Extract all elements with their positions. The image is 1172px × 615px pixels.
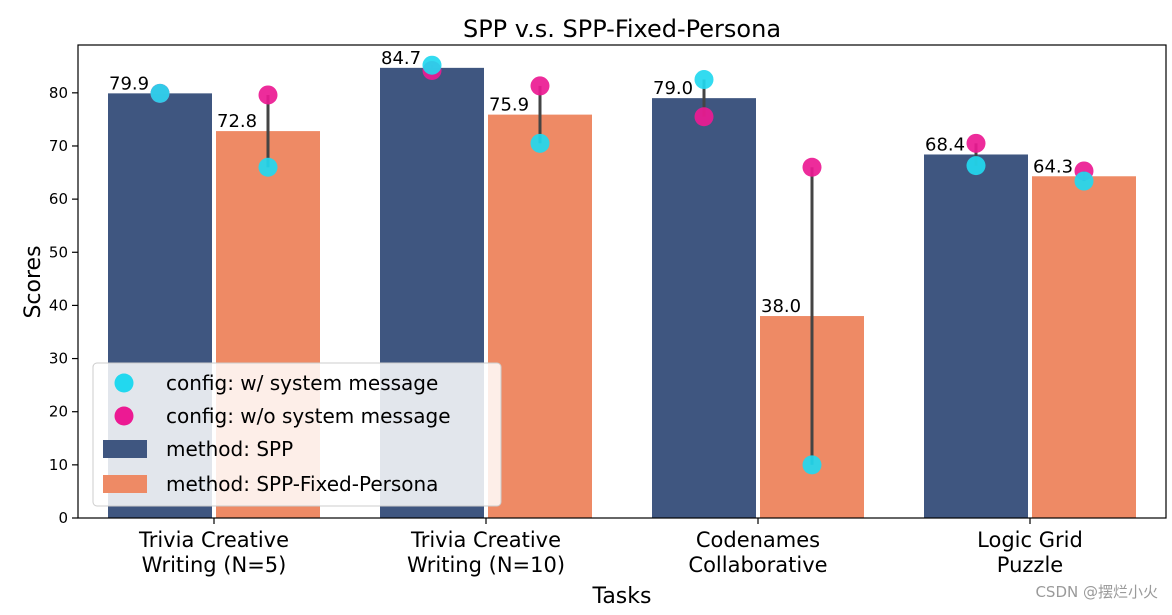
x-tick-label: Codenames Collaborative bbox=[688, 528, 827, 577]
y-tick-label: 20 bbox=[49, 403, 68, 421]
bar-value-label: 68.4 bbox=[925, 134, 965, 155]
data-labels-layer: 79.9 84.7 79.0 68.4 72.8 75.9 38.0 64.3 bbox=[109, 48, 1073, 317]
point-without-system-message bbox=[802, 157, 822, 177]
point-with-system-message bbox=[150, 83, 170, 103]
y-tick-label: 40 bbox=[49, 296, 68, 314]
bar-spp-fixed-persona-3 bbox=[1032, 176, 1136, 518]
y-tick-label: 60 bbox=[49, 190, 68, 208]
point-without-system-message bbox=[258, 85, 278, 105]
bar-value-label: 72.8 bbox=[217, 111, 257, 132]
x-tick-label: Trivia Creative Writing (N=10) bbox=[407, 528, 565, 577]
bar-spp-fixed-persona-1 bbox=[488, 114, 592, 519]
legend-marker bbox=[114, 406, 134, 426]
bar-value-label: 64.3 bbox=[1033, 156, 1073, 177]
chart-title: SPP v.s. SPP-Fixed-Persona bbox=[463, 15, 781, 43]
y-axis-label: Scores bbox=[21, 245, 46, 318]
point-with-system-message bbox=[422, 55, 442, 75]
legend-item-without-system-message: config: w/o system message bbox=[114, 404, 451, 428]
y-tick-label: 30 bbox=[49, 350, 68, 368]
bar-value-label: 75.9 bbox=[489, 95, 529, 116]
bar-value-label: 84.7 bbox=[381, 48, 421, 69]
point-with-system-message bbox=[258, 157, 278, 177]
bar-value-label: 79.0 bbox=[653, 78, 693, 99]
legend-swatch bbox=[103, 475, 147, 493]
legend-marker bbox=[114, 373, 134, 393]
legend-label: method: SPP-Fixed-Persona bbox=[166, 472, 438, 496]
point-with-system-message bbox=[966, 156, 986, 176]
point-with-system-message bbox=[530, 133, 550, 153]
watermark: CSDN @摆烂小火 bbox=[1035, 583, 1158, 601]
y-tick-label: 10 bbox=[49, 456, 68, 474]
point-without-system-message bbox=[530, 76, 550, 96]
y-tick-label: 0 bbox=[58, 509, 68, 527]
y-tick-label: 70 bbox=[49, 137, 68, 155]
y-tick-label: 80 bbox=[49, 84, 68, 102]
legend-label: method: SPP bbox=[166, 437, 293, 461]
point-with-system-message bbox=[694, 70, 714, 90]
point-with-system-message bbox=[802, 455, 822, 475]
legend-label: config: w/o system message bbox=[166, 404, 451, 428]
bar-spp-3 bbox=[924, 154, 1028, 518]
x-tick-label: Trivia Creative Writing (N=5) bbox=[138, 528, 289, 577]
bar-value-label: 79.9 bbox=[109, 73, 149, 94]
legend-item-spp-fixed-persona: method: SPP-Fixed-Persona bbox=[103, 472, 438, 496]
plot-frame bbox=[77, 44, 1167, 519]
point-with-system-message bbox=[1074, 171, 1094, 191]
legend-item-with-system-message: config: w/ system message bbox=[114, 371, 438, 395]
y-axis: 0 10 20 30 40 50 60 70 80 bbox=[49, 84, 78, 527]
x-axis-label: Tasks bbox=[592, 584, 652, 609]
points-layer bbox=[150, 55, 1094, 475]
legend-swatch bbox=[103, 440, 147, 458]
x-axis: Trivia Creative Writing (N=5) Trivia Creat… bbox=[138, 518, 1083, 577]
legend-item-spp: method: SPP bbox=[103, 437, 293, 461]
point-without-system-message bbox=[966, 133, 986, 153]
legend-label: config: w/ system message bbox=[166, 371, 438, 395]
legend-box bbox=[92, 362, 502, 507]
bar-value-label: 38.0 bbox=[761, 296, 801, 317]
legend: config: w/ system message config: w/o sys… bbox=[92, 362, 502, 507]
x-tick-label: Logic Grid Puzzle bbox=[977, 528, 1083, 577]
bar-spp-2 bbox=[652, 98, 756, 519]
point-without-system-message bbox=[694, 107, 714, 127]
y-tick-label: 50 bbox=[49, 243, 68, 261]
